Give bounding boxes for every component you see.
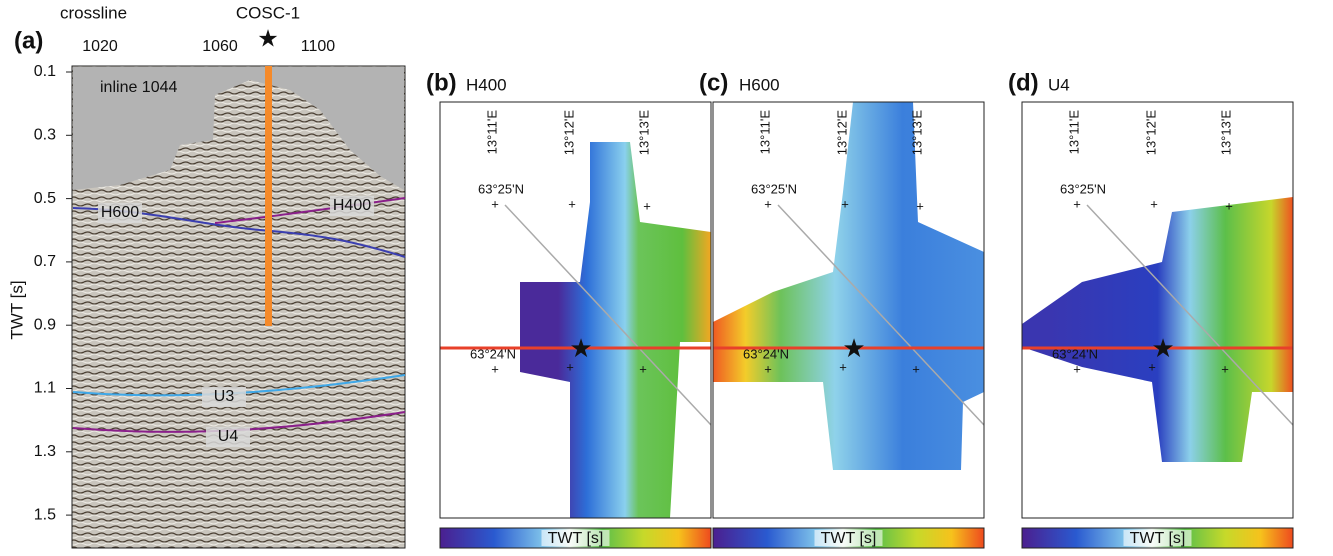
- panel-title: U4: [1048, 75, 1070, 94]
- well-star: ★: [257, 25, 279, 52]
- longitude-label: 13°13'E: [1218, 110, 1233, 156]
- grid-cross: +: [1073, 196, 1081, 211]
- panel-title: H600: [739, 75, 780, 94]
- inline-label: inline 1044: [100, 79, 178, 96]
- well-star: ★: [842, 333, 865, 363]
- horizon-label-bg: [98, 203, 142, 223]
- well-star: ★: [1151, 333, 1174, 363]
- longitude-label: 13°12'E: [834, 110, 849, 156]
- grid-cross: +: [1073, 361, 1081, 376]
- grid-cross: +: [491, 361, 499, 376]
- colorbar-title-bg: [1123, 530, 1192, 546]
- longitude-label: 13°13'E: [909, 110, 924, 156]
- longitude-label: 13°11'E: [1066, 110, 1081, 155]
- horizon-label-bg: [206, 427, 250, 447]
- horizon-label: U3: [214, 388, 235, 405]
- horizon-label: U4: [218, 428, 239, 445]
- longitude-label: 13°11'E: [484, 110, 499, 155]
- horizon-label-bg: [330, 196, 374, 216]
- panel-label: (a): [14, 27, 43, 54]
- longitude-label: 13°11'E: [757, 110, 772, 155]
- longitude-label: 13°12'E: [561, 110, 576, 156]
- horizon-label: H400: [333, 197, 371, 214]
- y-tick-label: 0.3: [34, 127, 56, 144]
- y-tick-label: 0.9: [34, 316, 56, 333]
- map-frame: [1021, 101, 1294, 519]
- y-tick-label: 0.1: [34, 63, 56, 80]
- latitude-label: 63°24'N: [470, 346, 516, 361]
- colorbar-title-bg: [541, 530, 610, 546]
- horizon-h400: [214, 197, 406, 224]
- grid-cross: +: [1225, 198, 1233, 213]
- colorbar-title: TWT [s]: [1130, 530, 1186, 547]
- grid-cross: +: [1148, 359, 1156, 374]
- colorbar-title: TWT [s]: [821, 530, 877, 547]
- grid-cross: +: [639, 361, 647, 376]
- map-frame: [439, 101, 712, 519]
- map-frame: [712, 101, 985, 519]
- grid-cross: +: [643, 198, 651, 213]
- twt-surface: [1022, 197, 1293, 462]
- twt-surface: [520, 142, 711, 518]
- latitude-label: 63°24'N: [743, 346, 789, 361]
- colorbar-title-bg: [814, 530, 883, 546]
- grid-cross: +: [491, 196, 499, 211]
- latitude-label: 63°25'N: [751, 181, 797, 196]
- well-star: ★: [569, 333, 592, 363]
- well-label: COSC-1: [236, 3, 300, 22]
- x-tick-label: 1020: [82, 38, 118, 55]
- x-tick-label: 1060: [202, 38, 238, 55]
- grid-cross: +: [764, 196, 772, 211]
- grid-cross: +: [764, 361, 772, 376]
- latitude-label: 63°25'N: [478, 181, 524, 196]
- panel-label: (c): [699, 69, 728, 96]
- colorbar-title: TWT [s]: [548, 530, 604, 547]
- profile-line: [777, 204, 985, 426]
- y-tick-label: 0.7: [34, 253, 56, 270]
- y-axis-title: TWT [s]: [7, 280, 26, 339]
- y-tick-label: 1.1: [34, 380, 56, 397]
- y-tick-label: 1.3: [34, 443, 56, 460]
- horizon-label: H600: [101, 204, 139, 221]
- grid-cross: +: [916, 198, 924, 213]
- latitude-label: 63°24'N: [1052, 346, 1098, 361]
- panel-label: (b): [426, 69, 457, 96]
- seismic-mute: [73, 67, 404, 190]
- grid-cross: +: [839, 359, 847, 374]
- well-path: [265, 66, 272, 326]
- grid-cross: +: [841, 196, 849, 211]
- profile-line: [504, 204, 712, 426]
- longitude-label: 13°13'E: [636, 110, 651, 156]
- twt-surface: [713, 102, 984, 470]
- x-tick-label: 1100: [301, 38, 336, 55]
- grid-cross: +: [1221, 361, 1229, 376]
- horizon-label-bg: [202, 387, 246, 407]
- grid-cross: +: [568, 196, 576, 211]
- y-tick-label: 1.5: [34, 506, 56, 523]
- grid-cross: +: [566, 359, 574, 374]
- grid-cross: +: [912, 361, 920, 376]
- panel-label: (d): [1008, 69, 1039, 96]
- profile-line: [1086, 204, 1294, 426]
- grid-cross: +: [1150, 196, 1158, 211]
- y-tick-label: 0.5: [34, 190, 56, 207]
- panel-title: H400: [466, 75, 507, 94]
- latitude-label: 63°25'N: [1060, 181, 1106, 196]
- axis-title: crossline: [60, 3, 127, 22]
- longitude-label: 13°12'E: [1143, 110, 1158, 156]
